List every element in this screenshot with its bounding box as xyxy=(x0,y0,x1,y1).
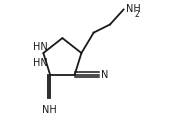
Text: NH: NH xyxy=(126,4,140,14)
Text: HN: HN xyxy=(33,58,48,68)
Text: HN: HN xyxy=(33,42,48,52)
Text: 2: 2 xyxy=(135,10,140,18)
Text: NH: NH xyxy=(42,105,56,115)
Text: N: N xyxy=(101,70,109,80)
